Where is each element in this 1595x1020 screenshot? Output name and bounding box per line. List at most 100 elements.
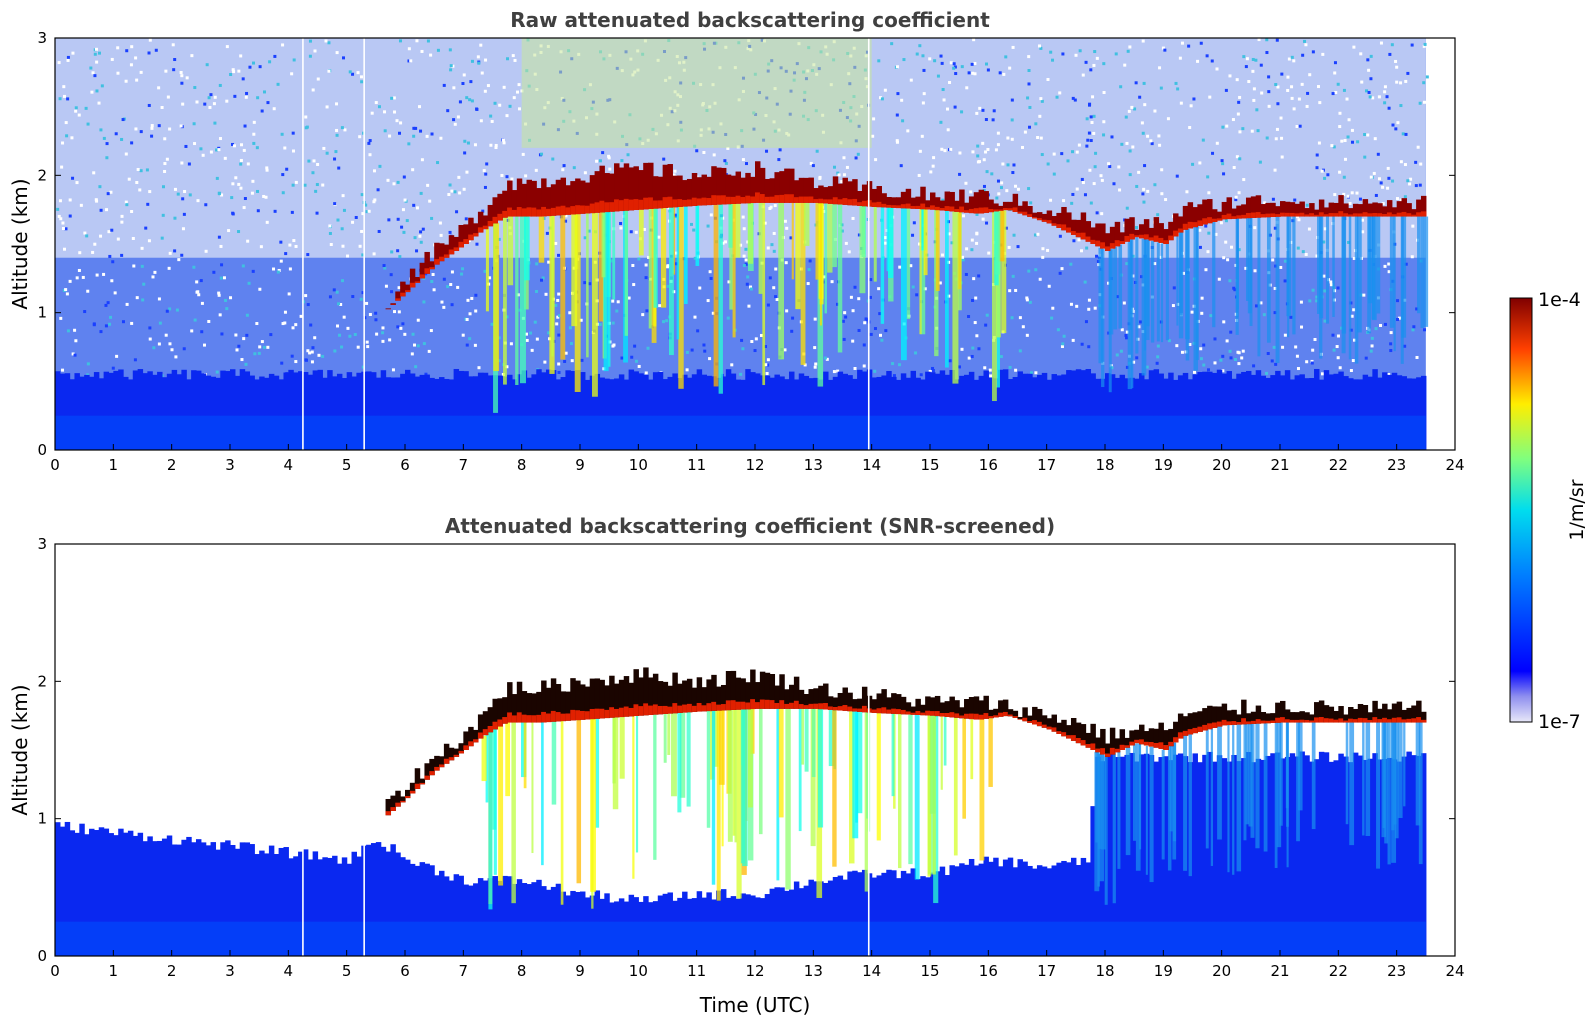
noise-speckle	[1399, 81, 1403, 85]
drizzle-streak	[1394, 722, 1399, 839]
boundary-layer-column	[813, 377, 819, 450]
noise-speckle	[422, 342, 426, 346]
cloud-column	[755, 161, 761, 203]
cloud-column	[628, 167, 635, 211]
cloud-column	[614, 683, 620, 718]
cloud-column	[395, 790, 401, 807]
virga-streak	[714, 710, 719, 767]
noise-speckle	[721, 241, 725, 245]
cloud-base-edge	[1343, 720, 1349, 723]
noise-speckle	[157, 297, 161, 301]
cloud-base-edge	[1318, 212, 1325, 217]
cloud-base-edge	[1202, 724, 1208, 731]
noise-speckle	[783, 348, 787, 352]
cloud-base-edge	[857, 202, 863, 206]
cloud-base-edge	[419, 782, 426, 785]
boundary-layer-column	[832, 876, 839, 956]
noise-speckle	[1071, 96, 1075, 100]
noise-speckle	[1228, 349, 1232, 353]
cloud-column	[648, 162, 654, 209]
cloud-base-edge	[1396, 717, 1403, 723]
noise-speckle	[157, 342, 161, 346]
boundary-layer-column	[895, 379, 902, 450]
noise-speckle	[1166, 117, 1170, 121]
noise-speckle	[974, 296, 978, 300]
noise-speckle	[941, 253, 945, 257]
noise-speckle	[291, 183, 295, 187]
virga-streak	[716, 710, 721, 901]
cloud-column	[691, 687, 698, 712]
cloud-base-edge	[1129, 233, 1135, 240]
noise-speckle	[253, 352, 257, 356]
noise-speckle	[1224, 240, 1228, 244]
noise-speckle	[1259, 63, 1263, 67]
noise-speckle	[98, 185, 102, 189]
noise-speckle	[911, 233, 915, 237]
panel-2-title: Attenuated backscattering coefficient (S…	[445, 514, 1055, 538]
boundary-layer-column	[1357, 379, 1364, 450]
boundary-layer-column	[161, 377, 168, 450]
cloud-column	[1411, 705, 1417, 723]
noise-speckle	[99, 234, 103, 238]
cloud-column	[920, 704, 926, 716]
noise-speckle	[1145, 365, 1149, 369]
noise-speckle	[358, 244, 362, 248]
noise-speckle	[166, 95, 170, 99]
cloud-base-edge	[565, 713, 571, 721]
cloud-column	[414, 768, 421, 789]
noise-speckle	[485, 162, 489, 166]
noise-speckle	[121, 118, 125, 122]
noise-speckle	[283, 321, 287, 325]
noise-speckle	[1290, 55, 1294, 59]
noise-speckle	[328, 231, 332, 235]
drizzle-streak	[1415, 722, 1421, 826]
noise-speckle	[466, 298, 470, 302]
noise-speckle	[348, 334, 352, 338]
cloud-base-edge	[1032, 720, 1038, 725]
boundary-layer-column	[677, 378, 683, 450]
cloud-base-edge	[803, 196, 810, 203]
boundary-layer-column	[1012, 867, 1019, 956]
cloud-base-edge	[808, 703, 814, 709]
noise-speckle	[971, 346, 975, 350]
boundary-layer-column	[127, 379, 134, 450]
boundary-layer-column	[803, 885, 810, 956]
noise-speckle	[411, 332, 415, 336]
noise-speckle	[1116, 295, 1120, 299]
noise-speckle	[1052, 172, 1056, 176]
cloud-base-edge	[944, 712, 951, 717]
noise-speckle	[1361, 230, 1365, 234]
noise-speckle	[176, 192, 180, 196]
cloud-column	[458, 224, 464, 248]
cloud-column	[973, 696, 980, 720]
cloud-base-edge	[1007, 208, 1014, 211]
noise-speckle	[555, 322, 559, 326]
boundary-layer-column	[1032, 868, 1038, 956]
cloud-base-edge	[1002, 208, 1009, 211]
noise-speckle	[1010, 316, 1014, 320]
boundary-layer-column	[307, 859, 314, 956]
cloud-column	[793, 180, 800, 203]
cloud-column	[1177, 713, 1184, 739]
boundary-layer-column	[531, 882, 537, 956]
cloud-base-edge	[716, 195, 722, 205]
cloud-column	[1309, 203, 1315, 217]
noise-speckle	[832, 165, 836, 169]
cloud-column	[1386, 709, 1393, 723]
virga-streak	[696, 205, 699, 250]
boundary-layer-column	[424, 863, 430, 956]
noise-speckle	[1252, 364, 1256, 368]
noise-speckle	[329, 243, 333, 247]
cloud-base-edge	[1105, 246, 1111, 251]
noise-speckle	[1039, 136, 1043, 140]
drizzle-streak	[1387, 722, 1391, 865]
cloud-column	[1002, 201, 1009, 211]
boundary-layer-column	[876, 376, 882, 450]
cloud-column	[652, 673, 659, 715]
cloud-base-edge	[1401, 719, 1407, 723]
noise-speckle	[1102, 120, 1106, 124]
noise-speckle	[165, 309, 169, 313]
boundary-layer-column	[930, 872, 936, 956]
boundary-layer-column	[1328, 374, 1335, 450]
noise-speckle	[71, 51, 75, 55]
